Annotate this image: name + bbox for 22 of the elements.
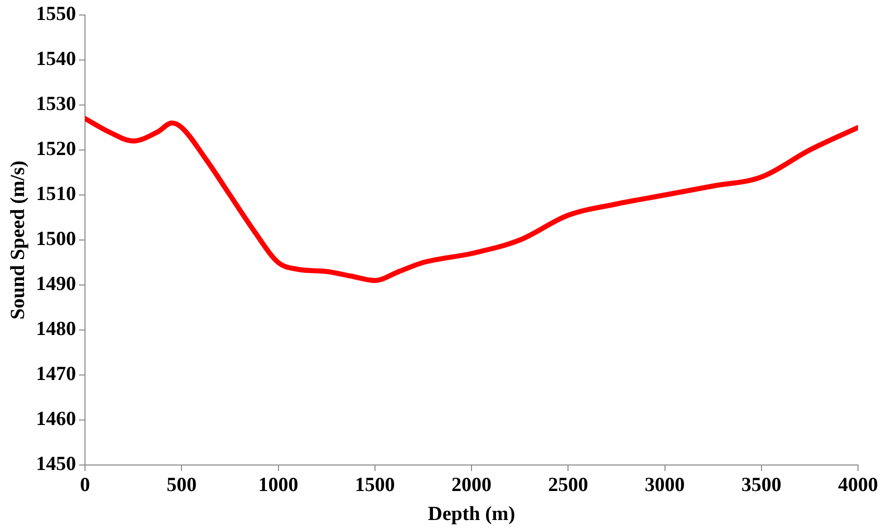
y-tick-label: 1520 xyxy=(36,138,76,160)
x-tick-label: 1500 xyxy=(354,474,395,496)
y-tick-label: 1460 xyxy=(36,408,76,430)
y-tick-label: 1470 xyxy=(36,363,76,386)
y-tick-label: 1450 xyxy=(36,453,76,476)
y-axis-title: Sound Speed (m/s) xyxy=(7,160,30,320)
x-tick-label: 500 xyxy=(166,474,197,496)
x-tick-label: 1000 xyxy=(258,474,298,496)
x-tick-label: 3500 xyxy=(741,474,782,496)
y-tick-label: 1490 xyxy=(36,273,76,296)
x-tick-label: 2000 xyxy=(452,474,492,496)
x-tick-label: 4000 xyxy=(838,474,878,496)
y-tick-label: 1480 xyxy=(36,318,76,340)
y-tick-label: 1550 xyxy=(36,3,76,26)
y-tick-label: 1510 xyxy=(36,183,76,206)
y-tick-label: 1540 xyxy=(36,48,76,70)
x-tick-label: 2500 xyxy=(548,474,588,496)
x-axis-title: Depth (m) xyxy=(428,503,516,526)
x-tick-label: 0 xyxy=(80,474,90,496)
y-tick-label: 1500 xyxy=(36,228,76,250)
y-tick-label: 1530 xyxy=(36,93,76,116)
x-tick-label: 3000 xyxy=(644,474,685,496)
